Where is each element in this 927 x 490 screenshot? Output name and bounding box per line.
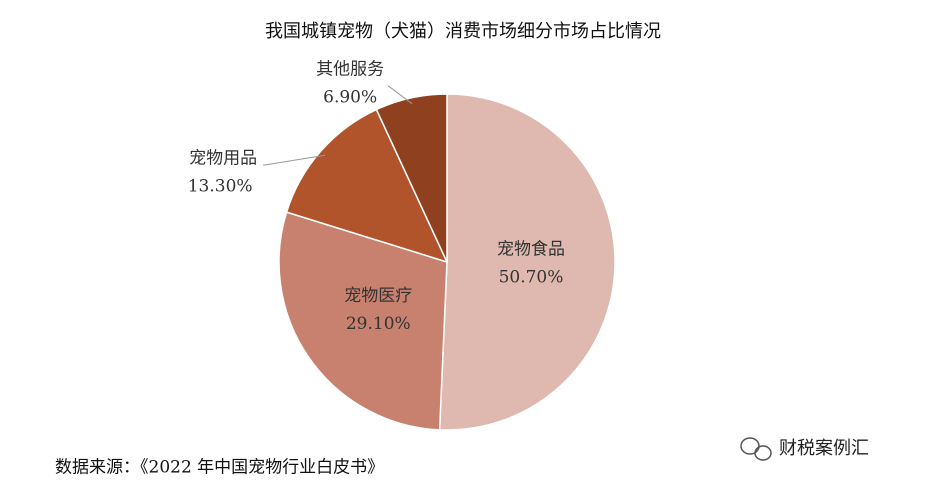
slice-label: 宠物医疗 bbox=[344, 286, 412, 306]
slice-value-label: 6.90% bbox=[323, 87, 377, 107]
pie-slice bbox=[375, 93, 448, 263]
pie-slice bbox=[438, 93, 616, 431]
leader-line bbox=[387, 85, 413, 105]
slice-label: 宠物食品 bbox=[497, 239, 565, 259]
chart-title: 我国城镇宠物（犬猫）消费市场细分市场占比情况 bbox=[265, 21, 661, 42]
slice-label: 宠物用品 bbox=[189, 149, 257, 169]
watermark: 财税案例汇 bbox=[779, 438, 869, 459]
slice-value-label: 50.70% bbox=[499, 267, 564, 287]
leader-line bbox=[263, 154, 326, 166]
slice-value-label: 29.10% bbox=[346, 314, 411, 334]
source-note: 数据来源：《2022 年中国宠物行业白皮书》 bbox=[55, 458, 384, 478]
slice-label: 其他服务 bbox=[316, 59, 384, 79]
slice-value-label: 13.30% bbox=[188, 177, 253, 197]
pie-slice bbox=[278, 211, 448, 431]
pie-slice bbox=[285, 108, 449, 264]
watermark-icon bbox=[740, 437, 772, 461]
